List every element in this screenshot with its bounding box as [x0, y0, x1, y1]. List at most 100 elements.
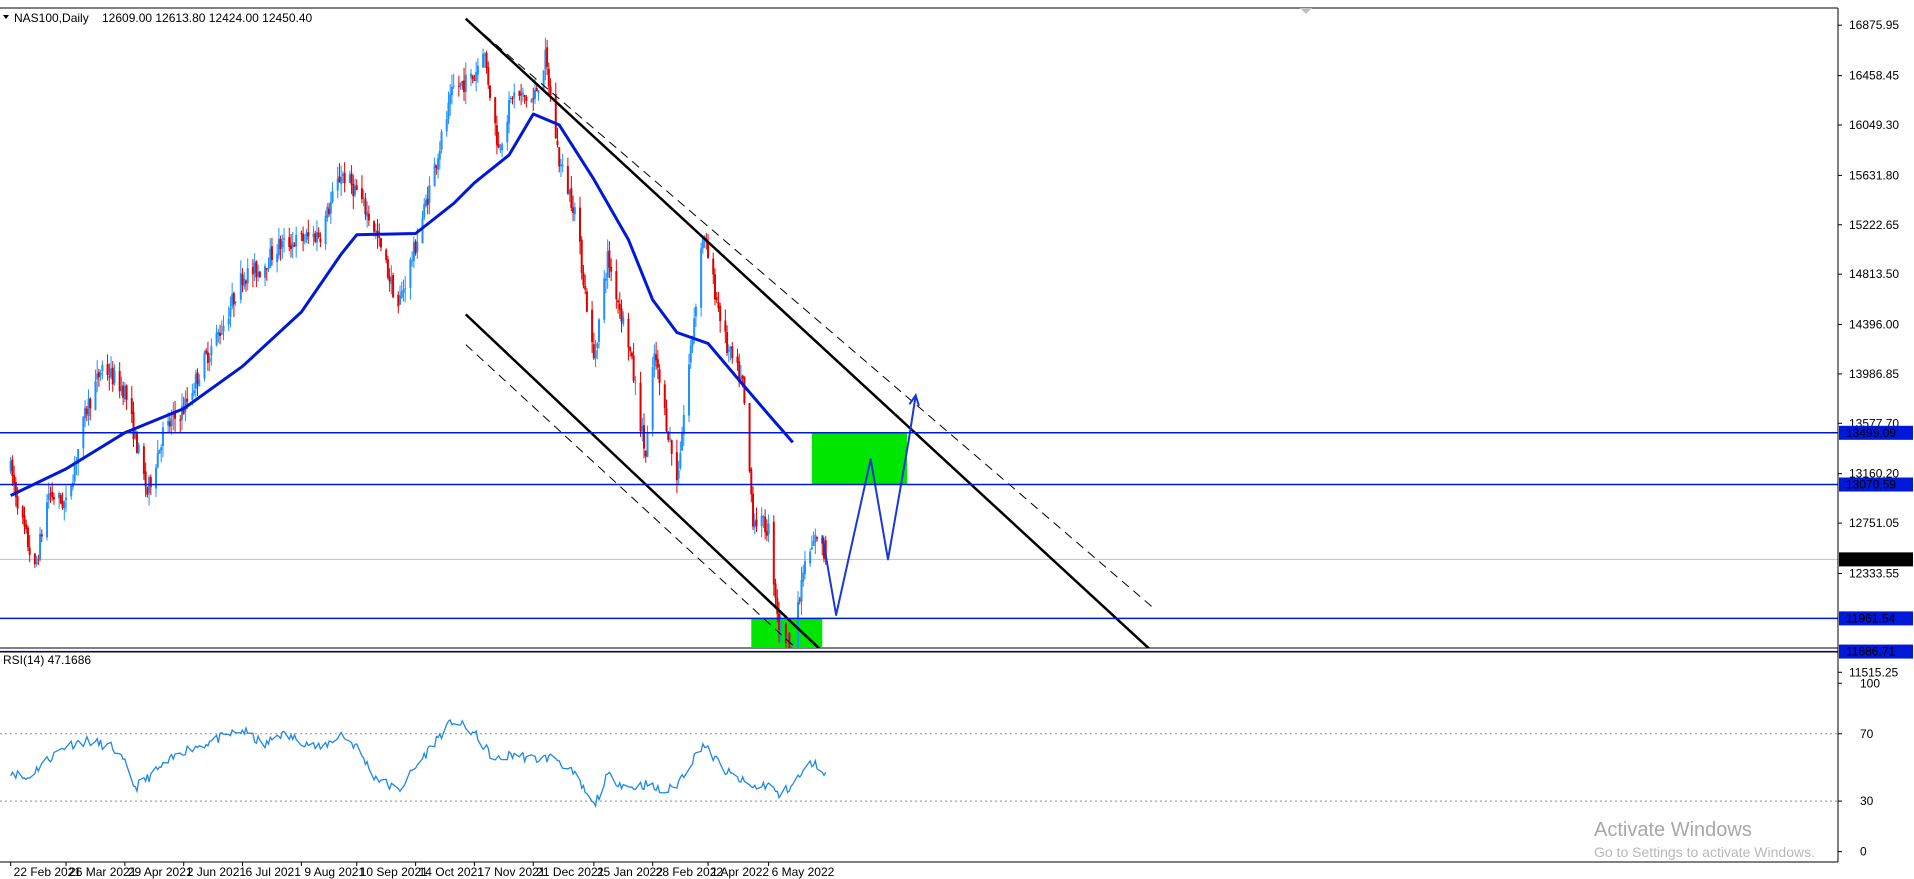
candle — [118, 362, 121, 399]
candle-body — [578, 207, 581, 242]
candle-body — [738, 361, 741, 383]
candle-body — [632, 355, 635, 381]
candle-body — [49, 493, 52, 495]
date-tick-label: 26 Mar 2021 — [69, 865, 137, 879]
candle — [350, 165, 353, 195]
candle — [94, 369, 97, 411]
candle — [194, 369, 197, 398]
candle — [435, 164, 438, 175]
candle — [196, 368, 199, 397]
candle — [399, 285, 402, 305]
candle-body — [390, 277, 393, 285]
date-tick-label: 1 Apr 2022 — [711, 865, 769, 879]
candle — [404, 276, 407, 303]
candle-body — [777, 613, 780, 630]
channel-trendline[interactable] — [464, 313, 866, 692]
main-price-pane[interactable] — [0, 7, 1838, 695]
candle — [570, 176, 573, 212]
candle — [227, 306, 230, 332]
candle — [137, 442, 140, 455]
candle-body — [646, 432, 649, 458]
candle — [96, 360, 99, 393]
candle — [731, 341, 734, 364]
candle-body — [497, 144, 500, 148]
candle — [629, 346, 632, 357]
chart-header: NAS100,Daily 12609.00 12613.80 12424.00 … — [3, 11, 313, 25]
rsi-pane[interactable] — [0, 651, 1838, 863]
candle — [598, 317, 601, 349]
zone-rectangle[interactable] — [811, 432, 908, 485]
symbol-timeframe-label: NAS100,Daily — [14, 11, 89, 25]
candle — [582, 264, 585, 289]
candle-body — [241, 274, 244, 285]
rsi-line — [10, 719, 827, 809]
channel-trendline[interactable] — [465, 344, 847, 695]
candle-body — [582, 272, 585, 286]
date-tick-label: 22 Feb 2021 — [14, 865, 82, 879]
candle-body — [63, 502, 66, 509]
candle — [653, 344, 656, 378]
candle — [715, 291, 718, 303]
candle-body — [108, 376, 111, 378]
candle-body — [682, 414, 685, 435]
candle-body — [97, 372, 100, 378]
price-tick-label: 12333.55 — [1849, 566, 1899, 580]
candle-body — [343, 172, 346, 184]
candle-body — [265, 267, 268, 270]
candle — [108, 363, 111, 391]
candle-body — [501, 144, 504, 151]
candle — [712, 252, 715, 285]
candle — [63, 500, 66, 521]
candle — [717, 291, 720, 313]
candle — [113, 364, 116, 386]
candle — [155, 464, 158, 498]
candle-body — [731, 346, 734, 359]
candle — [632, 343, 635, 383]
candle-body — [634, 381, 637, 383]
candle-body — [245, 280, 248, 284]
candle-body — [772, 521, 775, 585]
candle — [354, 178, 357, 198]
candle-body — [591, 309, 594, 343]
date-tick-label: 29 Apr 2021 — [128, 865, 193, 879]
candle-body — [521, 92, 524, 95]
candle — [125, 384, 128, 410]
candle-body — [618, 303, 621, 310]
candle — [246, 258, 249, 291]
candle-body — [535, 88, 538, 92]
candle-body — [253, 262, 256, 274]
candle — [620, 299, 623, 333]
price-plot-area — [9, 17, 1155, 695]
candle — [578, 196, 581, 255]
candle — [437, 153, 440, 179]
candle — [485, 50, 488, 74]
moving-average-line — [10, 112, 794, 497]
candle-body — [61, 500, 64, 509]
candle — [120, 376, 123, 396]
candle-body — [651, 366, 654, 430]
candle-body — [397, 295, 400, 307]
candle-body — [317, 232, 320, 238]
price-axis[interactable]: 16875.95 16458.45 16049.30 15631.80 15222.65… — [1837, 8, 1913, 862]
candle-body — [113, 370, 116, 384]
candle-body — [433, 163, 436, 187]
candle-body — [137, 444, 140, 453]
candle — [568, 189, 571, 203]
candle-body — [73, 465, 76, 482]
candle-body — [196, 372, 199, 384]
candle-body — [668, 438, 671, 440]
candle — [73, 455, 76, 485]
candle-body — [700, 248, 703, 308]
chart-shift-marker-icon[interactable] — [1300, 8, 1312, 14]
candle-body — [786, 632, 789, 643]
candle-body — [232, 293, 235, 305]
candle — [206, 341, 209, 371]
candle-body — [392, 275, 395, 298]
symbol-menu-triangle-icon[interactable] — [3, 15, 9, 19]
channel-trendline[interactable] — [464, 17, 1155, 654]
candle — [772, 515, 775, 596]
candle-body — [161, 427, 164, 446]
candle — [762, 514, 765, 529]
candle — [84, 400, 87, 428]
candle-body — [556, 140, 559, 146]
